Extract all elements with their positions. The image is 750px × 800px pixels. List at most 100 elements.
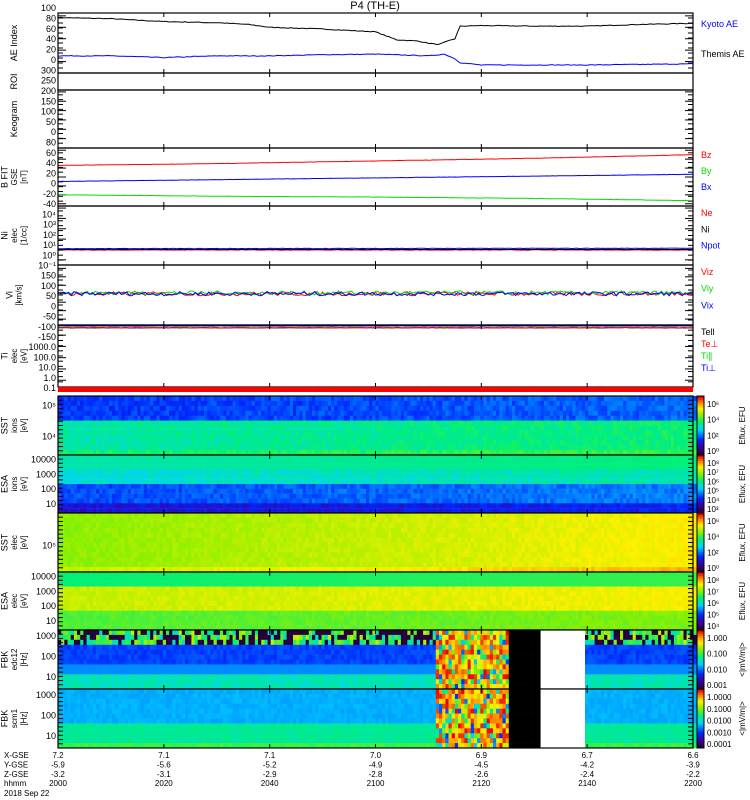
spectrogram-cell	[131, 464, 135, 470]
spectrogram-cell	[283, 430, 287, 436]
ti-tick-label: 1000.0	[28, 342, 56, 352]
spectrogram-cell	[131, 459, 135, 465]
spectrogram-cell	[118, 503, 122, 509]
spectrogram-cell	[515, 508, 519, 514]
spectrogram-cell	[531, 498, 535, 504]
spectrogram-cell	[277, 435, 281, 441]
spectrogram-cell	[407, 430, 411, 436]
spectrogram-cell	[245, 400, 249, 407]
spectrogram-cell	[553, 400, 557, 407]
spectrogram-cell	[337, 435, 341, 441]
spectrogram-cell	[654, 420, 659, 426]
spectrogram-cell	[296, 474, 300, 480]
spectrogram-cell	[137, 508, 141, 514]
sst-ions-colorbar-tick: 10²	[707, 431, 719, 440]
spectrogram-cell	[521, 410, 525, 416]
spectrogram-cell	[524, 455, 529, 461]
spectrogram-cell	[578, 396, 583, 402]
spectrogram-cell	[213, 464, 218, 470]
spectrogram-cell	[140, 488, 144, 494]
spectrogram-cell	[540, 493, 545, 499]
spectrogram-cell	[378, 415, 383, 421]
spectrogram-cell	[270, 455, 275, 461]
spectrogram-cell	[197, 396, 202, 402]
spectrogram-cell	[140, 435, 144, 441]
spectrogram-cell	[521, 459, 525, 465]
spectrogram-cell	[175, 459, 179, 465]
spectrogram-cell	[546, 430, 551, 436]
colorbar-cell	[697, 411, 704, 415]
spectrogram-cell	[293, 493, 297, 499]
spectrogram-cell	[302, 503, 306, 509]
spectrogram-cell	[321, 493, 325, 499]
spectrogram-cell	[302, 464, 306, 470]
spectrogram-cell	[493, 469, 497, 475]
spectrogram-cell	[156, 420, 160, 426]
axis-title: [eV]	[19, 418, 28, 432]
spectrogram-cell	[153, 440, 157, 446]
spectrogram-cell	[527, 410, 532, 416]
spectrogram-cell	[515, 493, 519, 499]
spectrogram-cell	[461, 469, 465, 475]
colorbar-cell	[697, 433, 704, 436]
spectrogram-cell	[420, 425, 424, 431]
spectrogram-cell	[150, 503, 154, 509]
spectrogram-cell	[251, 455, 256, 461]
spectrogram-cell	[350, 450, 354, 456]
spectrogram-cell	[553, 508, 557, 514]
spectrogram-cell	[356, 508, 360, 514]
spectrogram-cell	[369, 484, 373, 490]
spectrogram-cell	[683, 430, 687, 436]
spectrogram-cell	[188, 503, 192, 509]
spectrogram-cell	[305, 440, 310, 446]
spectrogram-cell	[324, 474, 329, 480]
spectrogram-cell	[232, 469, 237, 475]
spectrogram-cell	[499, 474, 503, 480]
spectrogram-cell	[315, 459, 319, 465]
spectrogram-cell	[385, 415, 389, 421]
spectrogram-cell	[318, 430, 322, 436]
spectrogram-cell	[267, 469, 272, 475]
spectrogram-cell	[512, 435, 516, 441]
spectrogram-cell	[486, 445, 491, 451]
spectrogram-cell	[458, 445, 462, 451]
spectrogram-cell	[334, 484, 338, 490]
spectrogram-cell	[61, 459, 65, 465]
spectrogram-cell	[581, 503, 586, 509]
spectrogram-cell	[118, 469, 122, 475]
spectrogram-cell	[270, 445, 275, 451]
spectrogram-cell	[600, 464, 605, 470]
spectrogram-cell	[670, 445, 675, 451]
spectrogram-cell	[512, 400, 516, 407]
spectrogram-cell	[254, 508, 259, 514]
spectrogram-cell	[445, 405, 449, 411]
spectrogram-cell	[423, 445, 427, 451]
spectrogram-cell	[613, 405, 618, 411]
spectrogram-cell	[299, 474, 303, 480]
spectrogram-cell	[442, 396, 446, 402]
spectrogram-cell	[651, 430, 656, 436]
spectrogram-cell	[353, 410, 357, 416]
spectrogram-cell	[661, 415, 665, 421]
spectrogram-cell	[312, 503, 316, 509]
spectrogram-cell	[58, 488, 62, 494]
spectrogram-cell	[477, 455, 481, 461]
spectrogram-cell	[397, 435, 402, 441]
spectrogram-cell	[166, 410, 170, 416]
spectrogram-cell	[64, 445, 68, 451]
spectrogram-cell	[610, 405, 614, 411]
spectrogram-cell	[105, 498, 110, 504]
spectrogram-cell	[502, 469, 506, 475]
spectrogram-cell	[569, 459, 573, 465]
spectrogram-cell	[359, 410, 364, 416]
spectrogram-cell	[639, 405, 643, 411]
spectrogram-cell	[64, 459, 68, 465]
spectrogram-cell	[261, 455, 265, 461]
spectrogram-cell	[385, 435, 389, 441]
spectrogram-cell	[296, 445, 300, 451]
spectrogram-cell	[175, 503, 179, 509]
spectrogram-cell	[312, 464, 316, 470]
spectrogram-cell	[423, 415, 427, 421]
spectrogram-cell	[89, 508, 94, 514]
spectrogram-cell	[505, 430, 510, 436]
